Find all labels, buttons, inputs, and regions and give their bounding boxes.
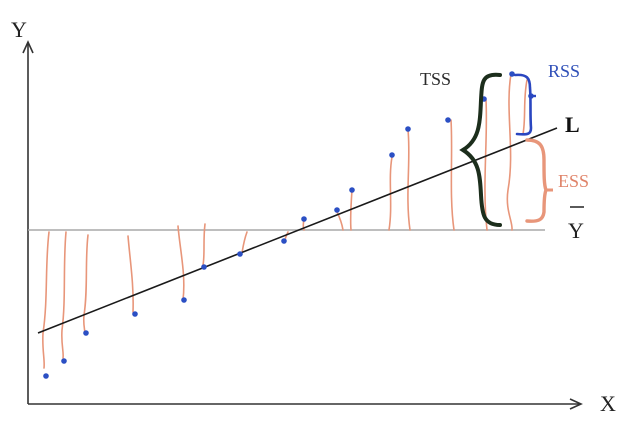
ess-label: ESS	[558, 171, 589, 191]
tss-label: TSS	[420, 69, 451, 89]
rss-label: RSS	[548, 61, 580, 81]
data-point	[43, 373, 49, 379]
data-point	[132, 311, 138, 317]
data-point	[237, 251, 243, 257]
line-label: L	[565, 112, 580, 137]
data-point	[389, 152, 395, 158]
data-point	[509, 71, 515, 77]
data-point	[281, 238, 287, 244]
deviation-lines	[43, 74, 527, 368]
data-point	[201, 264, 207, 270]
data-point	[83, 330, 89, 336]
tss-brace	[463, 75, 500, 225]
x-axis-label: X	[600, 391, 616, 416]
data-point	[181, 297, 187, 303]
data-point	[334, 207, 340, 213]
data-point	[405, 126, 411, 132]
data-point	[349, 187, 355, 193]
rss-brace	[515, 75, 531, 134]
mean-label: Y	[568, 218, 584, 243]
ess-brace	[527, 140, 546, 221]
data-point	[61, 358, 67, 364]
data-point	[445, 117, 451, 123]
data-points	[43, 71, 534, 379]
y-axis-label: Y	[11, 17, 27, 42]
data-point	[301, 216, 307, 222]
